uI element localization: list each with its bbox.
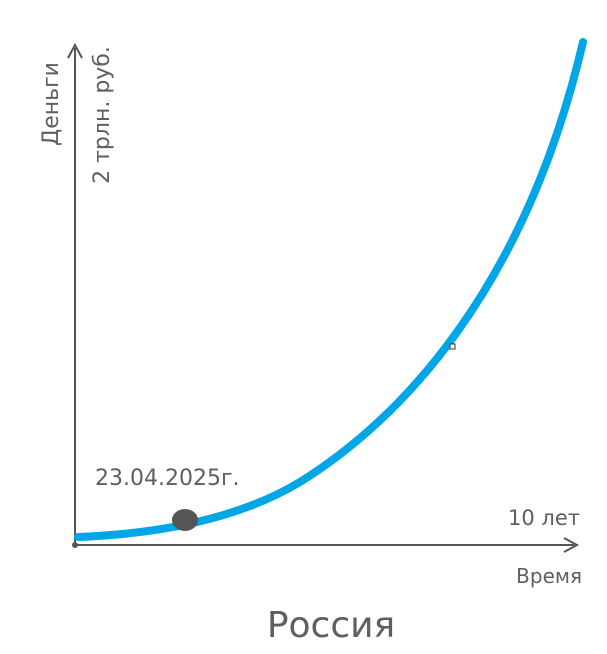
current-point (172, 509, 198, 531)
x-axis-label: Время (516, 564, 582, 588)
origin (72, 542, 78, 548)
title: Россия (267, 605, 395, 646)
x-axis-arrow (563, 537, 580, 553)
y-axis-note: 2 трлн. руб. (90, 46, 115, 184)
point-label: 23.04.2025г. (95, 466, 240, 491)
x-axis-note: 10 лет (508, 506, 580, 530)
curve-handle (449, 343, 456, 350)
y-axis-arrow (67, 42, 83, 59)
y-axis-label: Деньги (39, 62, 64, 146)
growth-curve (74, 38, 587, 541)
